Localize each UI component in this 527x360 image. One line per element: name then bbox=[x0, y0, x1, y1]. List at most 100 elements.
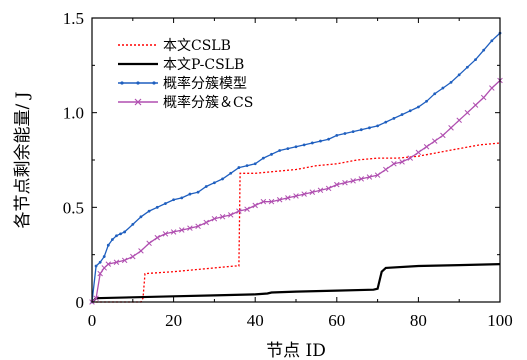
series-point bbox=[237, 166, 241, 169]
x-tick-label: 20 bbox=[165, 311, 182, 330]
series-point bbox=[179, 227, 185, 233]
legend-label: 本文P-CSLB bbox=[163, 57, 244, 73]
series-point bbox=[480, 94, 487, 101]
x-tick-label: 60 bbox=[328, 311, 345, 330]
series-point bbox=[130, 253, 136, 260]
series-2 bbox=[90, 31, 502, 304]
legend-label: 概率分簇＆CS bbox=[163, 94, 253, 111]
legend-label: 本文CSLB bbox=[163, 38, 231, 54]
series-point bbox=[244, 206, 250, 212]
series-line bbox=[91, 263, 501, 303]
series-point bbox=[482, 48, 486, 52]
series-point bbox=[229, 171, 233, 175]
series-point bbox=[366, 174, 373, 180]
series-point bbox=[204, 185, 208, 188]
series-1 bbox=[91, 263, 501, 303]
series-point bbox=[325, 185, 332, 192]
series-point bbox=[115, 234, 118, 238]
series-point bbox=[342, 179, 348, 186]
tick-labels: 0 20 40 60 80 100 0 0.5 1.0 1.5 bbox=[63, 9, 513, 330]
series-point bbox=[408, 109, 412, 113]
series-point bbox=[102, 255, 106, 258]
series-point bbox=[490, 39, 494, 43]
series-point bbox=[252, 202, 258, 209]
series-3 bbox=[89, 77, 503, 305]
series-point bbox=[119, 232, 122, 236]
axis-ticks bbox=[91, 17, 501, 303]
legend-marker bbox=[134, 98, 142, 106]
plot-lines bbox=[89, 31, 503, 305]
series-point bbox=[164, 202, 167, 205]
y-tick-label: 1.5 bbox=[63, 9, 84, 28]
series-point bbox=[368, 126, 371, 130]
legend-marker bbox=[136, 81, 140, 85]
series-point bbox=[113, 259, 120, 265]
series-point bbox=[302, 143, 306, 147]
series-point bbox=[423, 143, 430, 150]
series-point bbox=[425, 99, 428, 103]
series-point bbox=[327, 137, 331, 141]
series-point bbox=[407, 155, 413, 161]
series-point bbox=[278, 149, 282, 152]
series-point bbox=[155, 205, 159, 209]
series-point bbox=[465, 65, 469, 69]
series-point bbox=[456, 117, 462, 123]
series-point bbox=[294, 145, 298, 149]
series-point bbox=[464, 109, 471, 116]
series-point bbox=[286, 147, 290, 151]
series-point bbox=[188, 192, 192, 196]
series-point bbox=[391, 161, 397, 167]
series-point bbox=[106, 243, 110, 247]
series-point bbox=[449, 80, 453, 84]
series-point bbox=[351, 130, 355, 134]
x-tick-label: 40 bbox=[247, 311, 264, 330]
series-point bbox=[384, 120, 388, 124]
series-0 bbox=[92, 142, 501, 303]
series-point bbox=[310, 141, 314, 145]
series-point bbox=[431, 138, 438, 144]
series-point bbox=[138, 248, 144, 254]
legend-marker bbox=[152, 81, 156, 85]
series-line bbox=[91, 80, 501, 303]
series-point bbox=[392, 116, 396, 120]
y-tick-label: 0 bbox=[76, 293, 85, 312]
series-point bbox=[260, 198, 267, 205]
series-point bbox=[236, 208, 242, 214]
series-point bbox=[285, 195, 291, 201]
series-point bbox=[94, 264, 98, 268]
series-point bbox=[433, 92, 437, 96]
series-line bbox=[92, 142, 501, 303]
series-point bbox=[440, 132, 446, 139]
series-point bbox=[489, 85, 495, 91]
series-point bbox=[111, 238, 114, 241]
x-axis-title: 节点 ID bbox=[266, 341, 326, 360]
series-point bbox=[417, 105, 420, 109]
series-point bbox=[98, 260, 102, 264]
series-point bbox=[374, 172, 381, 178]
series-point bbox=[154, 234, 161, 241]
series-point bbox=[147, 209, 151, 213]
series-point bbox=[268, 198, 275, 205]
series-point bbox=[319, 139, 322, 143]
y-tick-label: 0.5 bbox=[63, 198, 84, 217]
series-point bbox=[293, 193, 299, 199]
series-point bbox=[221, 177, 224, 181]
series-point bbox=[195, 223, 201, 230]
series-point bbox=[350, 178, 356, 184]
y-axis-title: 各节点剩余能量/ J bbox=[13, 91, 33, 228]
series-point bbox=[474, 58, 477, 62]
series-point bbox=[335, 133, 339, 137]
series-point bbox=[400, 113, 404, 116]
x-tick-label: 0 bbox=[88, 311, 97, 330]
x-tick-label: 100 bbox=[487, 311, 513, 330]
series-point bbox=[219, 214, 226, 220]
series-point bbox=[317, 187, 324, 194]
series-point bbox=[123, 230, 127, 234]
series-point bbox=[105, 261, 112, 267]
series-point bbox=[253, 162, 257, 166]
series-point bbox=[245, 164, 249, 168]
series-point bbox=[334, 181, 340, 188]
series-point bbox=[359, 128, 363, 132]
series-point bbox=[196, 190, 200, 194]
